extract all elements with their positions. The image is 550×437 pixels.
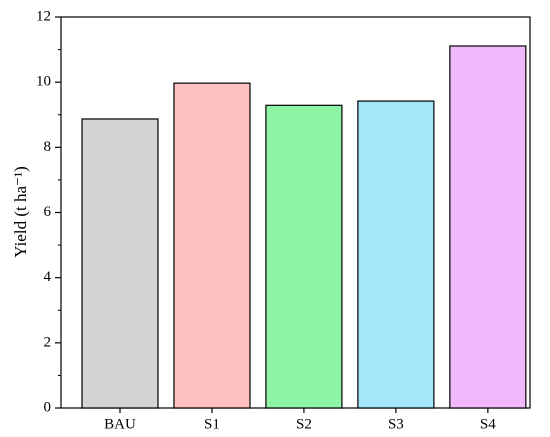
x-tick-label: S3 (388, 416, 404, 432)
y-tick-label: 4 (44, 269, 52, 285)
bar (357, 100, 435, 409)
y-tick-label: 12 (36, 8, 51, 24)
x-tick-label: S4 (480, 416, 496, 432)
bar (265, 104, 343, 409)
y-axis-label: Yield (t ha⁻¹) (11, 166, 30, 258)
y-tick-label: 8 (44, 139, 52, 155)
x-tick-label: BAU (104, 416, 136, 432)
y-tick-label: 6 (44, 204, 52, 220)
bar (173, 82, 251, 409)
y-tick-label: 2 (44, 334, 52, 350)
x-tick-label: S2 (296, 416, 312, 432)
y-tick-label: 0 (44, 399, 52, 415)
bar (81, 118, 159, 409)
y-tick-label: 10 (36, 74, 51, 90)
x-tick-label: S1 (204, 416, 220, 432)
bar (449, 45, 527, 409)
